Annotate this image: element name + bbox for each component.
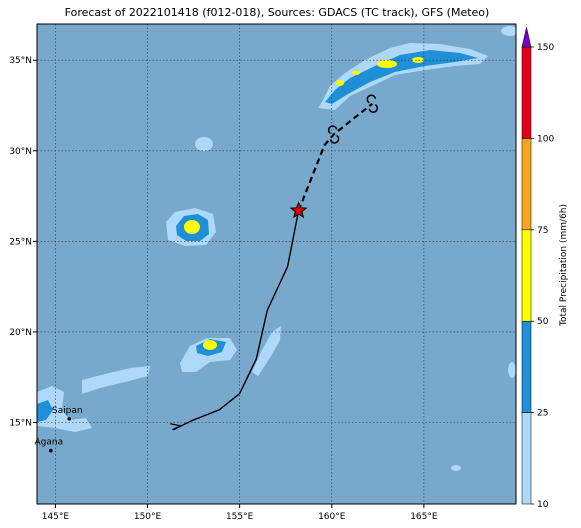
precip-west-edge-core [37, 400, 53, 422]
lat-tick-label: 20°N [9, 328, 32, 338]
graticule [37, 24, 516, 504]
colorbar-tick-label: 150 [537, 43, 554, 53]
precip-yellow-b [412, 57, 424, 63]
lat-tick-label: 35°N [9, 56, 32, 66]
cyclone-track [170, 94, 378, 431]
lon-tick-label: 165°E [410, 512, 438, 522]
precip-yellow-a [377, 60, 397, 68]
precip-band-northeast-core [325, 50, 478, 104]
storm-symbol-icon [327, 125, 340, 144]
colorbar-tick-label: 100 [537, 134, 554, 144]
colorbar-tick-label: 75 [537, 226, 548, 236]
city-label: Agana [35, 438, 64, 448]
current-position-star-icon [289, 201, 308, 219]
storm-symbol-icon [366, 94, 378, 113]
precip-streak-west [82, 366, 150, 394]
precip-streak-near-track [252, 326, 281, 376]
lon-tick-label: 155°E [226, 512, 254, 522]
lat-tick-label: 25°N [9, 237, 32, 247]
colorbar: 10 25 50 75 100 150 [521, 26, 554, 510]
colorbar-title: Total Precipitation (mm/6h) [559, 203, 569, 327]
track-forecast [297, 102, 373, 211]
precip-yellow-c [336, 80, 344, 86]
axis-ticks: 145°E 150°E 155°E 160°E 165°E 15°N 20°N 25°N 30°… [9, 56, 438, 522]
colorbar-segment [521, 229, 532, 322]
colorbar-tick-label: 25 [537, 409, 548, 419]
colorbar-tick-label: 10 [537, 500, 549, 510]
precip-west-edge [37, 386, 92, 432]
precip-blob-19n-peak [203, 340, 217, 350]
colorbar-segment [521, 138, 532, 231]
precip-east-edge [508, 362, 516, 378]
lat-tick-label: 15°N [9, 418, 32, 428]
precip-top-right [501, 26, 516, 36]
lon-tick-label: 160°E [318, 512, 346, 522]
precip-southeast-small [451, 465, 461, 471]
precipitation-areas [37, 26, 516, 471]
precip-blob-25n-peak [184, 220, 200, 234]
map-frame [36, 23, 517, 505]
lon-tick-label: 150°E [134, 512, 162, 522]
precip-blob-30n [195, 137, 213, 151]
city-label: Saipan [52, 406, 83, 416]
lon-tick-label: 145°E [42, 512, 70, 522]
city-dot [49, 448, 53, 453]
colorbar-segment [521, 46, 532, 139]
city-markers: Saipan Agana [35, 406, 83, 453]
map-title: Forecast of 2022101418 (f012-018), Sourc… [64, 6, 490, 19]
ocean-background [37, 24, 516, 504]
track-observed [173, 210, 300, 431]
colorbar-segment [521, 412, 532, 505]
city-dot [67, 417, 72, 421]
precip-yellow-d [352, 71, 360, 75]
track-start-hook [170, 423, 183, 431]
lat-tick-label: 30°N [9, 147, 32, 157]
colorbar-segment [521, 320, 532, 413]
colorbar-extend-arrow [521, 26, 532, 48]
colorbar-tick-label: 50 [537, 317, 549, 327]
